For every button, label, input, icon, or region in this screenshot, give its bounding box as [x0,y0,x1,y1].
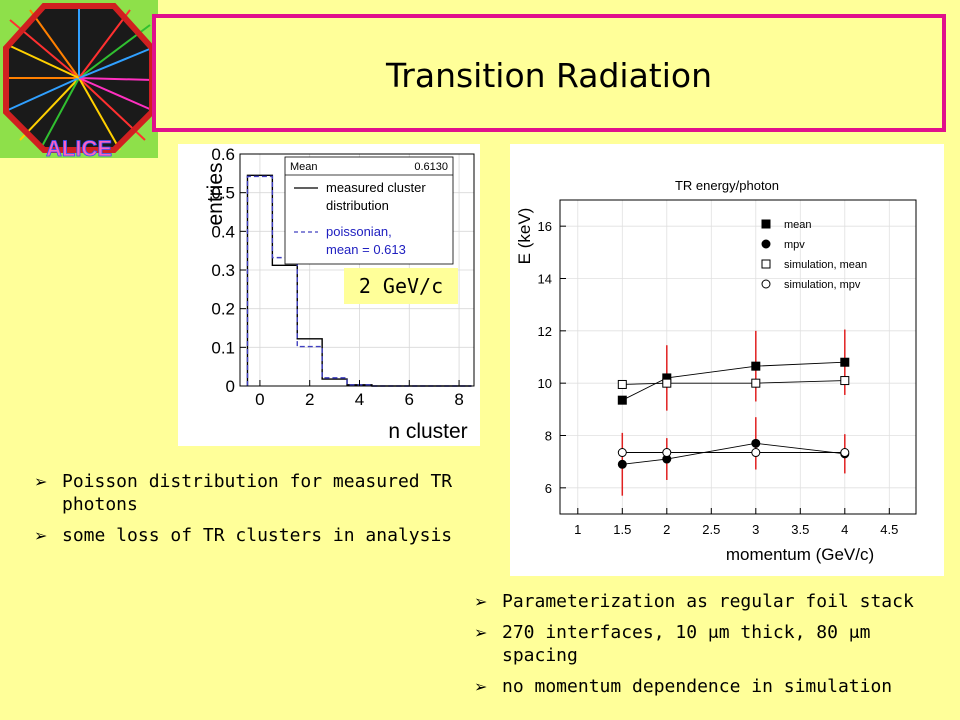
bullet-text: some loss of TR clusters in analysis [62,525,453,546]
tr-ytick-label: 6 [545,481,552,496]
tr-xtick-label: 3.5 [791,522,809,537]
tr-legend: mean mpv simulation, mean simulation, mpv [761,219,867,291]
hist-xtick-label: 4 [355,390,364,409]
hist-xlabel: n cluster [388,420,467,443]
hist-ytick-label: 0.2 [211,300,235,319]
hist-xtick-label: 0 [255,390,264,409]
tr-frame [559,199,917,515]
page-title: Transition Radiation [385,56,713,95]
tr-point-open-square [617,379,627,389]
tr-series-line [622,442,845,465]
title-box: Transition Radiation [152,14,946,132]
tr-point-filled-circle [617,459,627,469]
bullet-text: Poisson distribution for measured TR pho… [62,471,453,515]
bullet-foil-stack: ➢ Parameterization as regular foil stack [468,590,948,613]
hist-ytick-label: 0.4 [211,222,235,241]
bullet-arrow-icon: ➢ [474,623,488,642]
bullet-text: 270 interfaces, 10 μm thick, 80 μm spaci… [502,622,871,666]
tr-series-line [622,380,845,385]
legend-measured-2: distribution [326,198,389,213]
tr-point-open-circle [751,448,761,458]
hist-ytick-label: 0.1 [211,338,235,357]
bullet-text: no momentum dependence in simulation [502,676,893,697]
tr-energy-chart: TR energy/photon 6 8 10 12 14 16 1 1.5 2 2.5 3 3.5 4… [515,178,917,564]
alice-logo: ALICE [0,0,158,161]
bullet-cluster-loss: ➢ some loss of TR clusters in analysis [28,524,488,547]
tr-legend-marker [761,219,771,229]
tr-point-open-circle [840,448,850,458]
tr-legend-label: mean [784,219,812,231]
tr-point-open-square [751,378,761,388]
tr-point-open-circle [617,448,627,458]
tr-legend-label: simulation, mpv [784,279,861,291]
tr-point-open-square [662,378,672,388]
tr-ytick-label: 10 [538,376,552,391]
logo-text: ALICE [46,136,112,158]
cluster-histogram: 0 0.1 0.2 0.3 0.4 0.5 0.6 0 2 4 6 8 entries n clust… [204,145,475,443]
tr-point-open-square [840,376,850,386]
tr-ytick-label: 12 [538,324,552,339]
legend-poisson-1: poissonian, [326,224,392,239]
hist-xtick-label: 2 [305,390,314,409]
hist-ytick-label: 0 [226,377,235,396]
tr-ytick-label: 14 [538,272,552,287]
hist-ytick-label: 0.6 [211,145,235,164]
tr-xtick-label: 2 [663,522,670,537]
stats-label: Mean [290,161,318,173]
bullet-arrow-icon: ➢ [474,592,488,611]
bullet-poisson: ➢ Poisson distribution for measured TR ph… [28,470,488,516]
tr-point-filled-square [751,361,761,371]
tr-xtick-label: 4.5 [880,522,898,537]
tr-xtick-label: 1 [574,522,581,537]
tr-xtick-label: 2.5 [702,522,720,537]
stats-value: 0.6130 [414,161,448,173]
hist-xtick-label: 8 [454,390,463,409]
bullets-left: ➢ Poisson distribution for measured TR ph… [28,470,488,555]
hist-ytick-label: 0.3 [211,261,235,280]
tr-title: TR energy/photon [675,178,779,193]
bullet-interfaces: ➢ 270 interfaces, 10 μm thick, 80 μm spac… [468,621,948,667]
tr-point-filled-circle [751,438,761,448]
tr-xtick-label: 1.5 [613,522,631,537]
tr-legend-marker [761,239,771,249]
bullet-arrow-icon: ➢ [34,472,48,491]
tr-point-filled-square [840,357,850,367]
hist-legend: Mean 0.6130 measured cluster distributio… [284,156,454,265]
legend-measured-1: measured cluster [326,180,426,195]
bullet-text: Parameterization as regular foil stack [502,591,914,612]
tr-legend-marker [761,259,771,269]
tr-series-line [622,361,845,401]
hist-ytick-label: 0.5 [211,184,235,203]
tr-legend-marker [761,279,771,289]
tr-point-filled-square [617,395,627,405]
tr-xtick-label: 4 [841,522,848,537]
tr-xlabel: momentum (GeV/c) [726,545,874,564]
hist-xtick-label: 6 [405,390,414,409]
bullet-arrow-icon: ➢ [474,677,488,696]
tr-point-open-circle [662,448,672,458]
tr-legend-label: simulation, mean [784,259,867,271]
tr-ylabel: E (keV) [515,208,534,265]
momentum-annotation: 2 GeV/c [344,268,458,304]
bullets-right: ➢ Parameterization as regular foil stack … [468,590,948,706]
tr-ytick-label: 8 [545,429,552,444]
legend-poisson-2: mean = 0.613 [326,242,406,257]
tr-energy-panel: TR energy/photon 6 8 10 12 14 16 1 1.5 2 2.5 3 3.5 4… [510,144,944,576]
tr-legend-label: mpv [784,239,805,251]
tr-xtick-label: 3 [752,522,759,537]
bullet-arrow-icon: ➢ [34,526,48,545]
hist-ylabel: entries [204,162,227,225]
bullet-no-dependence: ➢ no momentum dependence in simulation [468,675,948,698]
tr-ytick-label: 16 [538,219,552,234]
